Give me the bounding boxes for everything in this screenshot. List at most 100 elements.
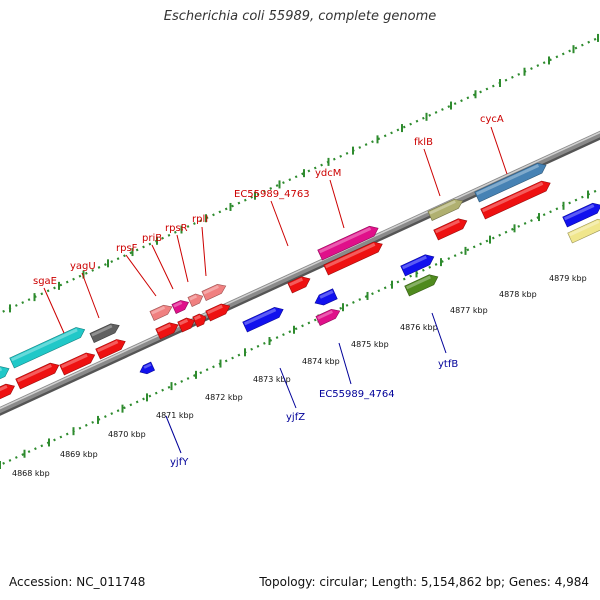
map-title: Escherichia coli 55989, complete genome xyxy=(163,9,437,24)
gene-feature-highlight xyxy=(325,242,376,269)
gene-feature-highlight xyxy=(435,219,460,234)
gene-feature-highlight xyxy=(569,220,600,237)
kbp-label: 4873 kbp xyxy=(253,375,291,384)
gene-feature-highlight xyxy=(179,318,189,326)
gene-feature-body xyxy=(404,274,439,297)
gene-feature-highlight xyxy=(157,323,172,333)
gene-feature-body xyxy=(567,218,600,244)
gene-feature-highlight xyxy=(476,164,540,196)
gene-feature-highlight xyxy=(61,353,88,369)
gene-feature xyxy=(95,339,126,360)
upper-gene-label: fklB xyxy=(414,137,433,148)
kbp-scale-labels: 4868 kbp 4869 kbp 4870 kbp 4871 kbp 4872 kbp… xyxy=(12,274,587,478)
gene-feature-highlight xyxy=(207,304,223,315)
kbp-label: 4875 kbp xyxy=(351,340,389,349)
upper-leader-line xyxy=(201,226,207,277)
lower-gene-label: EC55989_4764 xyxy=(319,389,395,400)
gene-feature-body xyxy=(15,362,60,390)
gene-feature-body xyxy=(205,303,231,322)
gene-feature-highlight xyxy=(317,310,333,320)
gene-feature-highlight xyxy=(203,285,219,295)
kbp-label: 4871 kbp xyxy=(156,411,194,420)
gene-features xyxy=(0,162,600,408)
gene-feature xyxy=(315,309,341,326)
upper-leader-line xyxy=(490,126,508,175)
gene-feature xyxy=(314,288,338,306)
gene-feature-highlight xyxy=(11,328,78,362)
gene-feature-highlight xyxy=(151,306,166,315)
gene-feature xyxy=(205,303,231,322)
gene-feature-highlight xyxy=(564,204,595,221)
gene-feature xyxy=(242,307,284,333)
upper-leader-line xyxy=(151,244,174,290)
gene-feature-body xyxy=(155,322,179,340)
upper-leader-line xyxy=(423,148,441,197)
gene-feature-body xyxy=(201,284,227,301)
gene-feature xyxy=(433,218,468,241)
gene-feature-body xyxy=(433,218,468,241)
gene-feature-body xyxy=(242,307,284,333)
upper-gene-label: ydcM xyxy=(315,168,341,179)
gene-feature-highlight xyxy=(289,277,304,287)
backbone-line xyxy=(0,130,600,414)
gene-feature xyxy=(317,225,379,261)
gene-feature-highlight xyxy=(91,324,113,337)
gene-feature-body xyxy=(474,162,547,203)
lower-gene-label: yjfY xyxy=(170,457,189,468)
genome-backbone xyxy=(0,130,600,416)
kbp-label: 4869 kbp xyxy=(60,450,98,459)
gene-feature-body xyxy=(0,366,10,388)
upper-leader-line xyxy=(81,272,100,319)
gene-feature-body xyxy=(315,309,341,326)
gene-feature-body xyxy=(314,288,338,306)
gene-feature xyxy=(404,274,439,297)
gene-feature-body xyxy=(427,199,464,221)
kbp-label: 4878 kbp xyxy=(499,290,537,299)
upper-leader-line xyxy=(176,234,189,283)
lower-tick-track xyxy=(0,187,600,469)
gene-feature-body xyxy=(0,383,15,408)
gene-feature xyxy=(480,180,551,220)
lower-track-dotted-line xyxy=(0,187,600,467)
kbp-label: 4874 kbp xyxy=(302,357,340,366)
gene-feature xyxy=(139,361,155,375)
upper-leader-line xyxy=(270,200,289,247)
upper-gene-label: priB xyxy=(142,233,162,244)
upper-tick-track xyxy=(0,33,600,315)
upper-leader-line xyxy=(329,179,345,229)
lower-leader-line xyxy=(165,415,182,454)
gene-feature-highlight xyxy=(189,294,198,301)
gene-feature xyxy=(149,304,173,321)
gene-feature-highlight xyxy=(402,255,427,270)
gene-feature-body xyxy=(89,323,120,343)
gene-feature xyxy=(0,366,10,388)
gene-feature xyxy=(474,162,547,203)
gene-feature-highlight xyxy=(244,308,277,326)
gene-feature xyxy=(59,352,96,376)
gene-feature-body xyxy=(9,327,86,369)
kbp-label: 4879 kbp xyxy=(549,274,587,283)
gene-feature xyxy=(187,293,204,307)
upper-gene-label: sgaE xyxy=(33,276,57,287)
gene-feature-body xyxy=(59,352,96,376)
kbp-label: 4872 kbp xyxy=(205,393,243,402)
upper-track-dotted-line xyxy=(0,35,600,315)
gene-feature-body xyxy=(149,304,173,321)
gene-feature xyxy=(15,362,60,390)
backbone-highlight xyxy=(0,131,600,410)
kbp-label: 4870 kbp xyxy=(108,430,146,439)
gene-feature-highlight xyxy=(17,364,52,383)
gene-feature-body xyxy=(95,339,126,360)
gene-feature xyxy=(89,323,120,343)
gene-feature-highlight xyxy=(319,290,334,299)
gene-feature-highlight xyxy=(0,384,8,401)
gene-feature-body xyxy=(480,180,551,220)
gene-feature xyxy=(323,241,383,276)
gene-feature xyxy=(155,322,179,340)
upper-gene-label: yagU xyxy=(70,261,96,272)
lower-leader-line xyxy=(431,312,447,354)
upper-gene-label: rpsR xyxy=(165,223,188,234)
gene-feature xyxy=(192,313,207,328)
gene-feature-body xyxy=(139,361,155,375)
upper-leader-line xyxy=(125,254,157,297)
